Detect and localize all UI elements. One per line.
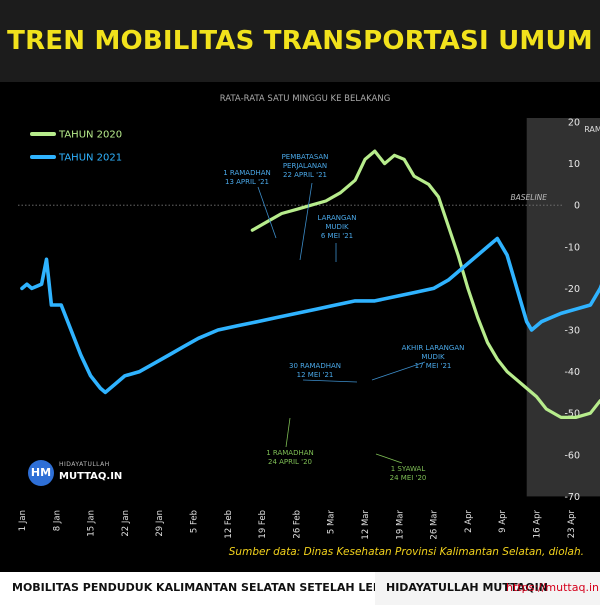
annotation-label: 22 APRIL '21 — [283, 171, 327, 179]
logo-badge: HM — [28, 460, 54, 486]
y-tick-label: 10 — [568, 159, 580, 170]
annotation-label: PERJALANAN — [283, 162, 327, 170]
annotation-connector — [257, 186, 277, 239]
footer-caption: MOBILITAS PENDUDUK KALIMANTAN SELATAN SE… — [12, 581, 416, 594]
x-tick-label: 19 Mar — [395, 510, 405, 540]
annotation-label: AKHIR LARANGAN — [402, 344, 465, 352]
footer: MOBILITAS PENDUDUK KALIMANTAN SELATAN SE… — [0, 572, 600, 605]
x-tick-label: 8 Jan — [52, 510, 62, 531]
y-tick-label: -40 — [564, 367, 580, 378]
legend-label: TAHUN 2020 — [58, 130, 122, 141]
y-tick-label: 20 — [568, 118, 580, 129]
annotation-connector — [285, 417, 291, 448]
x-tick-label: 26 Mar — [430, 510, 440, 540]
annotation-connector — [302, 379, 358, 383]
annotation-label: 1 RAMADHAN — [223, 169, 271, 177]
ramadhan-band-label: RAMADHAN — [584, 125, 600, 134]
x-tick-label: 12 Mar — [361, 510, 371, 540]
mobility-line-chart: RATA-RATA SATU MINGGU KE BELAKANG RAMADH… — [18, 94, 600, 540]
y-tick-label: -50 — [564, 409, 580, 420]
x-tick-label: 5 Mar — [327, 510, 337, 535]
footer-author: HIDAYATULLAH MUTTAQIN — [386, 581, 548, 594]
y-tick-label: 0 — [574, 201, 580, 212]
annotation-connector — [371, 361, 426, 381]
chart-subtitle: RATA-RATA SATU MINGGU KE BELAKANG — [220, 94, 391, 104]
x-tick-label: 12 Feb — [224, 510, 234, 539]
annotation-label: MUDIK — [421, 353, 445, 361]
x-tick-label: 15 Jan — [87, 510, 97, 537]
y-tick-label: -20 — [564, 284, 580, 295]
annotation-label: 1 RAMADHAN — [266, 449, 314, 457]
annotation-label: 12 MEI '21 — [297, 371, 334, 379]
y-tick-label: -10 — [564, 242, 580, 253]
legend-label: TAHUN 2021 — [58, 153, 122, 164]
chart-area: RATA-RATA SATU MINGGU KE BELAKANG RAMADH… — [0, 82, 600, 572]
annotation-connector — [299, 182, 313, 261]
footer-author-panel — [375, 572, 600, 605]
x-tick-label: 5 Feb — [190, 510, 200, 533]
annotation-label: 1 SYAWAL — [391, 465, 426, 473]
annotation-label: MUDIK — [325, 223, 349, 231]
annotation-label: LARANGAN — [318, 214, 357, 222]
x-tick-label: 9 Apr — [498, 510, 508, 533]
annotation-label: PEMBATASAN — [282, 153, 329, 161]
logo-line1: HIDAYATULLAH — [59, 461, 110, 468]
x-tick-label: 19 Feb — [258, 510, 268, 539]
y-tick-label: -30 — [564, 326, 580, 337]
x-tick-label: 23 Apr — [567, 510, 577, 539]
annotation-label: 24 APRIL '20 — [268, 458, 312, 466]
annotation-connector — [375, 453, 403, 464]
x-tick-label: 29 Jan — [155, 510, 165, 537]
hm-logo: HM HIDAYATULLAH MUTTAQ.IN — [28, 458, 128, 488]
x-tick-label: 26 Feb — [292, 510, 302, 539]
series-line-2021 — [20, 236, 600, 395]
annotation-label: 13 APRIL '21 — [225, 178, 269, 186]
series-line-2020 — [250, 149, 600, 419]
x-tick-label: 1 Jan — [18, 510, 28, 531]
page-title: TREN MOBILITAS TRANSPORTASI UMUM — [7, 26, 593, 56]
annotation-label: 17 MEI '21 — [415, 362, 452, 370]
logo-line2: MUTTAQ.IN — [59, 471, 123, 482]
baseline-label: BASELINE — [510, 193, 547, 202]
footer-url-link[interactable]: https://muttaq.in — [506, 581, 599, 594]
y-tick-label: -70 — [564, 492, 580, 503]
annotation-label: 24 MEI '20 — [390, 474, 427, 482]
annotation-label: 6 MEI '21 — [321, 232, 353, 240]
y-tick-label: -60 — [564, 450, 580, 461]
annotation-label: 30 RAMADHAN — [289, 362, 341, 370]
x-tick-label: 16 Apr — [533, 510, 543, 539]
x-tick-label: 22 Jan — [121, 510, 131, 537]
title-bar — [0, 0, 600, 82]
x-tick-label: 2 Apr — [464, 510, 474, 533]
source-note: Sumber data: Dinas Kesehatan Provinsi Ka… — [228, 546, 584, 558]
